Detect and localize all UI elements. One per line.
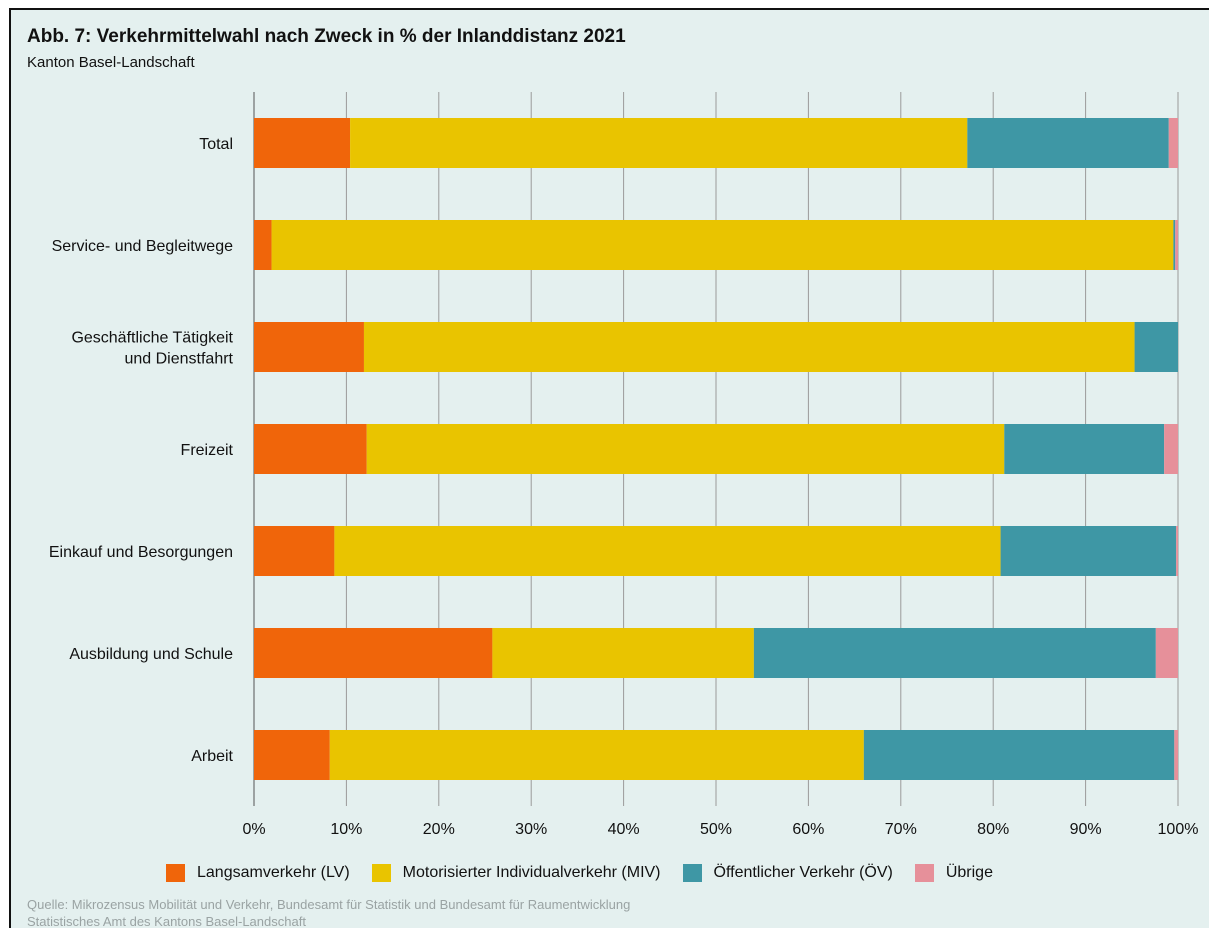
x-tick-label: 90% bbox=[1070, 821, 1102, 838]
x-tick-label: 80% bbox=[977, 821, 1009, 838]
bar-segment bbox=[1175, 220, 1178, 270]
x-tick-label: 100% bbox=[1158, 821, 1199, 838]
x-tick-label: 70% bbox=[885, 821, 917, 838]
bar-segment bbox=[254, 526, 335, 576]
bar-segment bbox=[1000, 526, 1177, 576]
bar-segment bbox=[1004, 424, 1165, 474]
legend-item: Öffentlicher Verkehr (ÖV) bbox=[682, 864, 893, 882]
legend-label: Übrige bbox=[945, 864, 993, 881]
x-tick-label: 50% bbox=[700, 821, 732, 838]
bar-segment bbox=[363, 322, 1135, 372]
category-label: Arbeit bbox=[191, 748, 233, 765]
bar-segment bbox=[366, 424, 1005, 474]
bar-segment bbox=[254, 220, 272, 270]
bar-segment bbox=[1168, 118, 1178, 168]
bar-segment bbox=[329, 730, 864, 780]
legend-swatch bbox=[682, 864, 702, 882]
bar-segment bbox=[334, 526, 1001, 576]
category-label: Ausbildung und Schule bbox=[69, 646, 233, 663]
bar-segment bbox=[254, 628, 493, 678]
bar-segment bbox=[863, 730, 1175, 780]
legend-item: Übrige bbox=[914, 864, 993, 882]
legend: Langsamverkehr (LV) Motorisierter Individ… bbox=[166, 864, 1015, 882]
bar-segment bbox=[492, 628, 754, 678]
x-tick-label: 60% bbox=[792, 821, 824, 838]
bar-segment bbox=[254, 730, 330, 780]
bar-segment bbox=[753, 628, 1156, 678]
source-line-2: Statistisches Amt des Kantons Basel-Land… bbox=[27, 914, 306, 929]
bar-segment bbox=[1155, 628, 1178, 678]
category-label: und Dienstfahrt bbox=[124, 351, 233, 368]
bar-segment bbox=[1176, 526, 1178, 576]
chart-subtitle: Kanton Basel-Landschaft bbox=[27, 54, 195, 71]
bar-segment bbox=[271, 220, 1174, 270]
source-line-1: Quelle: Mikrozensus Mobilität und Verkeh… bbox=[27, 897, 631, 912]
bar-segment bbox=[254, 118, 351, 168]
bar-segment bbox=[254, 424, 367, 474]
legend-item: Langsamverkehr (LV) bbox=[166, 864, 350, 882]
x-tick-label: 0% bbox=[242, 821, 265, 838]
category-label: Einkauf und Besorgungen bbox=[49, 544, 233, 561]
category-label: Service- und Begleitwege bbox=[52, 238, 234, 255]
bar-segment bbox=[1134, 322, 1178, 372]
bar-segment bbox=[1174, 730, 1178, 780]
bar-segment bbox=[967, 118, 1169, 168]
bar-segment bbox=[1173, 220, 1176, 270]
legend-label: Langsamverkehr (LV) bbox=[197, 864, 350, 881]
x-tick-label: 40% bbox=[608, 821, 640, 838]
category-label: Geschäftliche Tätigkeit bbox=[71, 330, 233, 347]
x-tick-label: 20% bbox=[423, 821, 455, 838]
legend-item: Motorisierter Individualverkehr (MIV) bbox=[371, 864, 661, 882]
legend-label: Motorisierter Individualverkehr (MIV) bbox=[402, 864, 661, 881]
category-label: Freizeit bbox=[181, 442, 234, 459]
legend-swatch bbox=[166, 864, 185, 882]
bar-segment bbox=[254, 322, 364, 372]
chart-title: Abb. 7: Verkehrmittelwahl nach Zweck in … bbox=[27, 26, 626, 47]
legend-label: Öffentlicher Verkehr (ÖV) bbox=[713, 864, 893, 881]
legend-swatch bbox=[371, 864, 391, 882]
legend-swatch bbox=[914, 864, 934, 882]
source-note: Quelle: Mikrozensus Mobilität und Verkeh… bbox=[27, 896, 630, 930]
bar-segment bbox=[1164, 424, 1178, 474]
x-tick-label: 10% bbox=[330, 821, 362, 838]
x-tick-label: 30% bbox=[515, 821, 547, 838]
category-label: Total bbox=[199, 136, 233, 153]
bar-segment bbox=[350, 118, 968, 168]
